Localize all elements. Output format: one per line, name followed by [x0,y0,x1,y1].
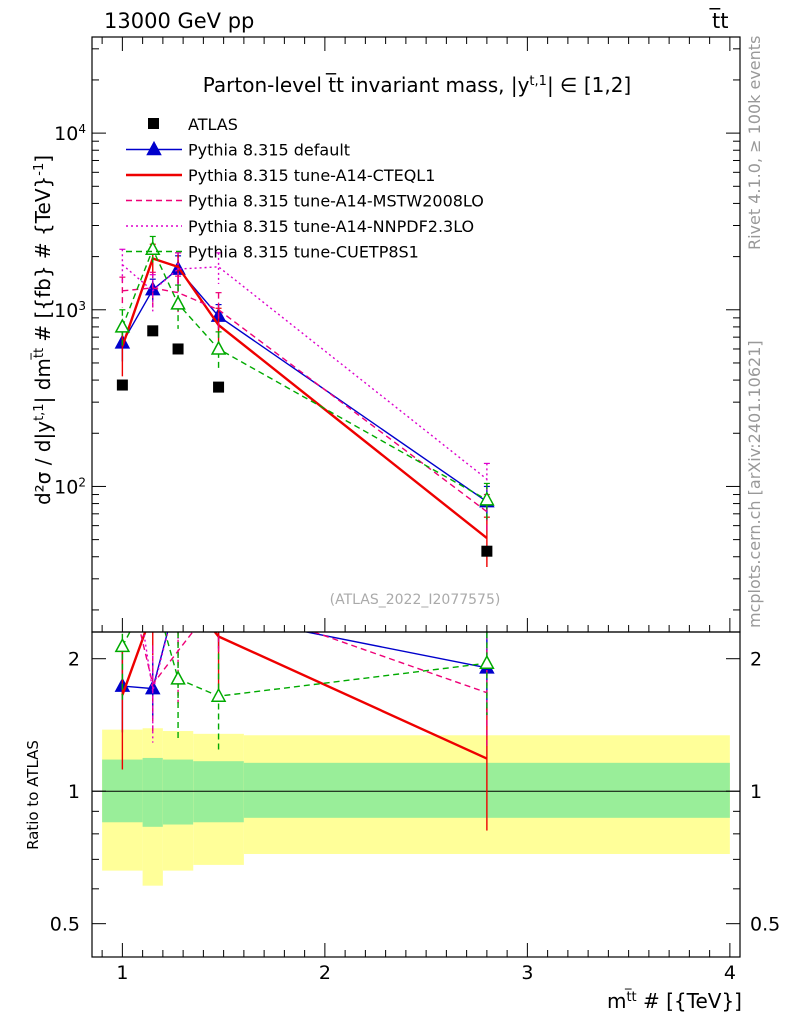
legend: ATLAS Pythia 8.315 default Pythia 8.315 tu… [126,115,484,262]
side-label-bottom: mcplots.cern.ch [arXiv:2401.10621] [745,340,764,628]
legend-label: Pythia 8.315 tune-CUETP8S1 [188,243,419,262]
atlas-data-point [172,343,184,355]
side-label-top: Rivet 4.1.0, ≥ 100k events [745,36,764,250]
x-tick-label: 2 [319,962,331,984]
legend-label: Pythia 8.315 tune-A14-MSTW2008LO [188,192,484,211]
x-tick-label: 3 [521,962,533,984]
ratio-point [114,637,131,653]
legend-entry: Pythia 8.315 tune-CUETP8S1 [126,243,419,262]
ratio-point [479,654,495,669]
ratio-point [172,585,185,597]
ratio-tick-label-right: 2 [750,649,762,671]
ratio-uncertainty-bands [102,728,730,886]
y-tick-label: 102 [54,475,86,498]
series-point [170,295,186,310]
x-tick-label: 1 [116,962,128,984]
series-line [122,287,488,513]
series-point [479,491,495,506]
chart-title: Parton-level t̅t invariant mass, |yt,1| … [203,72,631,97]
x-axis-label: mt̅t # [{TeV}] [607,988,742,1013]
ratio-tick-label: 2 [68,649,80,671]
ratio-point [146,581,159,593]
band-inner-bin [162,759,194,825]
main-plot-layer [114,235,495,567]
ratio-point [210,687,227,702]
legend-entry: ATLAS [148,115,238,134]
legend-entry: Pythia 8.315 default [126,141,350,160]
axes-layer: 1 2 3 4 102 103 104 0.5 0.5 1 1 2 2 [50,37,780,984]
ratio-y-axis-label: Ratio to ATLAS [24,740,42,850]
header-left: 13000 GeV pp [104,9,254,33]
atlas-data-point [147,325,159,337]
y-tick-label: 104 [54,122,86,145]
legend-marker [146,140,162,156]
header-right: t̅t [709,7,728,33]
band-inner-bin [193,761,244,823]
atlas-data-point [481,545,493,557]
legend-label: ATLAS [188,115,238,134]
ratio-tick-label-right: 0.5 [750,914,780,936]
atlas-data-point [213,381,225,393]
ratio-point [170,670,186,685]
series-line [121,264,488,480]
legend-entry: Pythia 8.315 tune-A14-NNPDF2.3LO [126,217,474,236]
y-axis-label: d²σ / d|yt,1| dmt̅t # [{fb} # {TeV}-1] [30,155,55,505]
legend-label: Pythia 8.315 default [188,141,350,160]
legend-entry: Pythia 8.315 tune-A14-MSTW2008LO [126,192,484,211]
ratio-panel-frame [91,631,741,958]
analysis-label: (ATLAS_2022_I2077575) [330,592,501,608]
ratio-tick-label-right: 1 [750,781,762,803]
legend-label: Pythia 8.315 tune-A14-NNPDF2.3LO [188,217,474,236]
x-tick-label: 4 [724,962,736,984]
ratio-point [212,607,225,619]
atlas-data-point [116,379,128,391]
band-inner-bin [142,757,163,827]
series-point [114,318,131,333]
legend-label: Pythia 8.315 tune-A14-CTEQL1 [188,166,435,185]
series-point [210,340,227,355]
series-point [144,240,161,256]
series-line [121,247,488,501]
legend-entry: Pythia 8.315 tune-A14-CTEQL1 [126,166,435,185]
legend-swatch [148,118,159,129]
ratio-tick-label: 1 [68,781,80,803]
y-tick-label: 103 [54,299,86,322]
ratio-tick-label: 0.5 [50,914,80,936]
